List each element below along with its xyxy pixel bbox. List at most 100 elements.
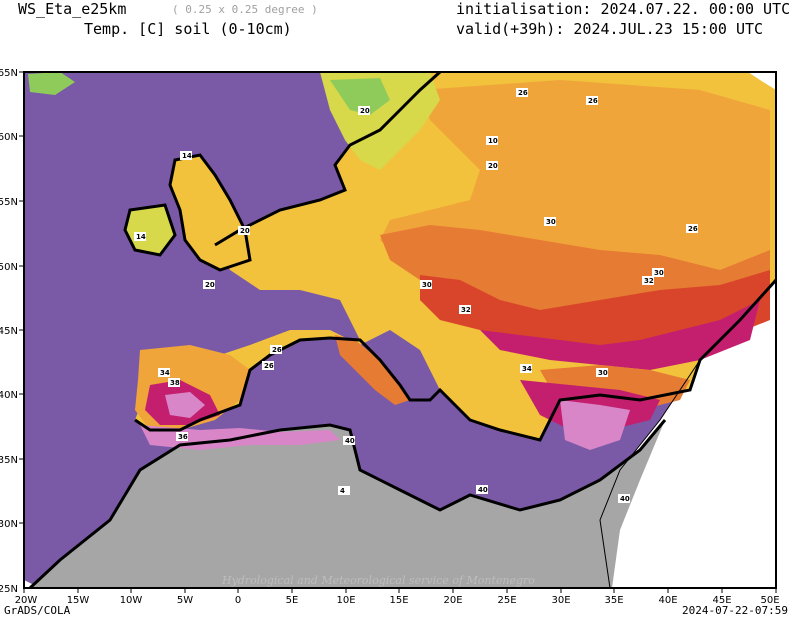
x-tick-label: 45E [712,595,731,606]
svg-text:10: 10 [488,137,498,145]
uk-land [170,155,250,270]
coastline [28,419,667,588]
svg-text:26: 26 [518,89,528,97]
software-credit: GrADS/COLA [4,604,71,617]
y-tick-label: 25N [0,584,18,595]
contour-label: 38 [168,378,180,387]
y-tick-label: 65N [0,68,18,79]
contour-label: 36 [176,432,188,441]
zone-36 [480,300,760,370]
y-tick-label: 60N [0,132,18,143]
contour-label: 14 [134,232,146,241]
contour-label: 14 [180,151,192,160]
contour-label: 30 [596,368,608,377]
x-tick-label: 5E [286,595,299,606]
y-tick-label: 50N [0,262,18,273]
svg-text:30: 30 [654,269,664,277]
svg-text:32: 32 [461,306,471,314]
contour-label: 20 [238,226,250,235]
svg-text:26: 26 [272,346,282,354]
x-tick-label: 25E [497,595,516,606]
x-tick-label: 15W [67,595,90,606]
iberia-hot-core [165,392,205,418]
contour-label: 32 [459,305,471,314]
y-tick-marks [19,71,24,524]
levant-hot [560,400,630,450]
svg-text:40: 40 [345,437,355,445]
contour-label: 30 [420,280,432,289]
contour-label: 30 [544,217,556,226]
italy-land [335,335,410,405]
svg-text:20: 20 [488,162,498,170]
ireland-land [125,205,175,255]
svg-text:34: 34 [522,365,532,373]
initialisation-time: initialisation: 2024.07.22. 00:00 UTC [456,0,791,18]
y-axis-labels: 65N 60N 55N 50N 45N 40N 35N 30N 25N [0,68,18,595]
contour-label: 32 [642,276,654,285]
valid-time: valid(+39h): 2024.JUL.23 15:00 UTC [456,20,764,38]
svg-text:40: 40 [620,495,630,503]
x-axis-labels: 20W 15W 10W 5W 0 5E 10E 15E 20E 25E 30E … [15,595,780,606]
contour-label: 26 [686,224,698,233]
svg-text:4: 4 [340,487,345,495]
x-tick-label: 50E [760,595,779,606]
y-tick-label: 30N [0,519,18,530]
coastline-europe [134,278,776,442]
contour-label: 20 [203,280,215,289]
x-tick-marks [23,588,777,593]
resolution-note: ( 0.25 x 0.25 degree ) [172,3,318,16]
scandinavia-cool [330,78,390,115]
contour-label: 34 [158,368,170,377]
svg-text:40: 40 [478,486,488,494]
contour-label: 26 [270,345,282,354]
x-tick-label: 35E [604,595,623,606]
x-tick-label: 0 [235,595,241,606]
contour-label: 10 [486,136,498,145]
y-tick-label: 35N [0,455,18,466]
svg-text:32: 32 [644,277,654,285]
svg-text:26: 26 [588,97,598,105]
svg-text:38: 38 [170,379,180,387]
x-tick-label: 20W [15,595,38,606]
contour-label: 4 [338,486,350,495]
coastline-uk [168,153,252,272]
svg-text:36: 36 [178,433,188,441]
contour-label: 26 [262,361,274,370]
model-title: WS_Eta_e25km [18,0,127,18]
svg-text:14: 14 [136,233,146,241]
contour-label: 20 [358,106,370,115]
svg-text:30: 30 [546,218,556,226]
north-africa-land [30,420,665,588]
x-tick-label: 10W [120,595,143,606]
x-tick-label: 30E [551,595,570,606]
field-title: Temp. [C] soil (0-10cm) [84,20,292,38]
y-tick-label: 45N [0,326,18,337]
contour-label: 30 [652,268,664,277]
svg-text:30: 30 [422,281,432,289]
contour-labels: 20 14 26 30 32 34 36 38 40 10 4 26 26 30… [134,88,698,503]
svg-text:20: 20 [240,227,250,235]
svg-text:20: 20 [360,107,370,115]
contour-label: 34 [520,364,532,373]
x-tick-label: 40E [658,595,677,606]
iceland-land [28,72,75,95]
contour-label: 40 [476,485,488,494]
x-tick-label: 20E [443,595,462,606]
coastline-north [214,72,442,247]
y-tick-label: 55N [0,197,18,208]
svg-text:30: 30 [598,369,608,377]
domain-edge [599,359,701,588]
svg-text:20: 20 [205,281,215,289]
svg-text:26: 26 [688,225,698,233]
x-tick-label: 15E [389,595,408,606]
coastline-ireland [123,203,177,257]
contour-label: 40 [343,436,355,445]
render-timestamp: 2024-07-22-07:59 [682,604,788,617]
contour-label: 40 [618,494,630,503]
watermark: Hydrological and Meteorological service … [221,574,535,587]
svg-text:14: 14 [182,152,192,160]
contour-label: 26 [516,88,528,97]
x-tick-label: 5W [177,595,193,606]
contour-label: 20 [486,161,498,170]
